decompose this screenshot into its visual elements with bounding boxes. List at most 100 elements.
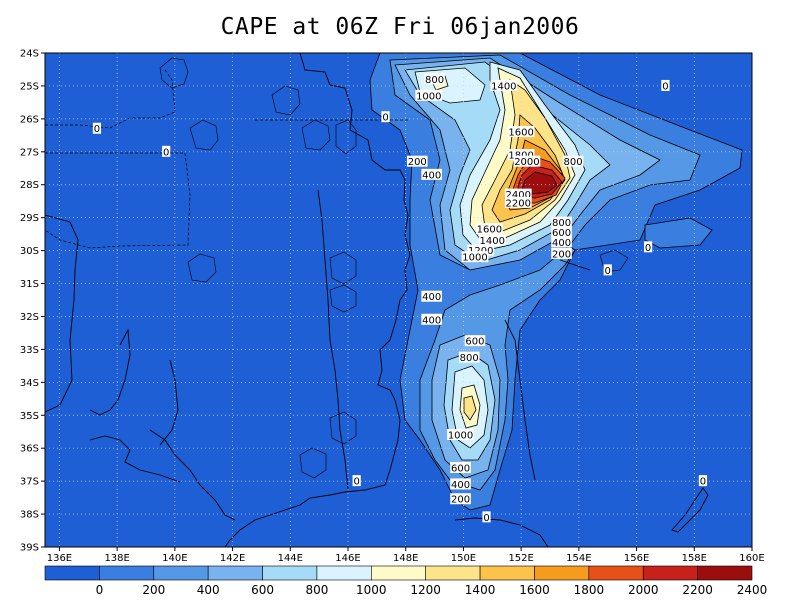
colorbar-label: 2200 bbox=[682, 583, 713, 597]
dashed-zero-contours bbox=[45, 69, 410, 249]
colorbar-label: 400 bbox=[197, 583, 220, 597]
lon-tick-label: 150E bbox=[451, 553, 476, 564]
contour-label-bg bbox=[507, 149, 535, 161]
contour-label-bg bbox=[644, 241, 653, 253]
colorbar-swatch bbox=[316, 565, 372, 581]
contour-label-bg bbox=[551, 236, 572, 248]
contour-label: 400 bbox=[552, 238, 571, 249]
lon-tick-label: 140E bbox=[162, 553, 187, 564]
contour-label-bg bbox=[504, 196, 532, 208]
lat-tick-label: 24S bbox=[20, 49, 39, 60]
contour-label: 400 bbox=[451, 480, 470, 491]
coastline-nz-island bbox=[671, 487, 709, 533]
contour-label: 400 bbox=[422, 170, 441, 181]
lat-tick-label: 36S bbox=[20, 444, 39, 455]
lat-tick-label: 33S bbox=[20, 345, 39, 356]
contour-label-bg bbox=[415, 89, 443, 101]
blob bbox=[329, 284, 357, 313]
contour-label-bg bbox=[461, 251, 489, 263]
contour-label: 800 bbox=[425, 75, 444, 86]
lat-tick-label: 35S bbox=[20, 411, 39, 422]
lat-tick-label: 25S bbox=[20, 81, 39, 92]
contour-line-east-spur bbox=[559, 259, 591, 271]
colorbar-label: 800 bbox=[305, 583, 328, 597]
coastline-tasmania bbox=[454, 517, 549, 547]
contour-label: 0 bbox=[382, 113, 388, 124]
colorbar-label: 1600 bbox=[519, 583, 550, 597]
lon-tick-label: 136E bbox=[47, 553, 72, 564]
blob bbox=[159, 57, 189, 89]
colorbar-swatch bbox=[371, 565, 426, 581]
colorbar-swatch bbox=[153, 565, 209, 581]
dashed-contour bbox=[45, 69, 176, 129]
contour-label: 1000 bbox=[416, 91, 441, 102]
coastlines bbox=[45, 53, 709, 547]
colorbar-label: 1800 bbox=[574, 583, 605, 597]
latitude-axis: 24S 25S 26S 27S 28S 29S 30S 31S 32S 33S 34S 35S 36S 3… bbox=[20, 49, 45, 554]
contour-label-bg bbox=[162, 145, 171, 157]
contour-label: 1400 bbox=[491, 81, 516, 92]
colorbar-swatch bbox=[479, 565, 535, 581]
contour-label: 0 bbox=[700, 477, 706, 488]
coastline-gulf bbox=[45, 214, 79, 413]
colorbar-swatch bbox=[99, 565, 155, 581]
contour-label: 0 bbox=[353, 477, 359, 488]
lat-tick-label: 31S bbox=[20, 279, 39, 290]
contour-label: 0 bbox=[662, 81, 668, 92]
contour-label-bg bbox=[450, 493, 471, 505]
coastline-internal bbox=[317, 189, 349, 491]
contour-label: 200 bbox=[408, 157, 427, 168]
contour-label: 1600 bbox=[508, 128, 533, 139]
lon-tick-label: 158E bbox=[682, 553, 707, 564]
contour-label-bg bbox=[562, 155, 584, 167]
lon-tick-label: 144E bbox=[278, 553, 303, 564]
colorbar-swatch bbox=[588, 565, 644, 581]
contour-label: 200 bbox=[552, 249, 571, 260]
contour-label: 2000 bbox=[514, 157, 539, 168]
blob bbox=[299, 447, 327, 479]
contour-label: 200 bbox=[451, 495, 470, 506]
contour-label-bg bbox=[92, 122, 102, 134]
contour-label-bg bbox=[458, 351, 480, 363]
colorbar: 0 200 400 600 800 1000 1200 1400 1600 1800 2000 220… bbox=[44, 565, 768, 597]
lat-tick-label: 26S bbox=[20, 114, 39, 125]
map-frame bbox=[44, 52, 753, 548]
colorbar-label: 0 bbox=[96, 583, 104, 597]
contour-label-bg bbox=[551, 247, 572, 259]
lat-tick-label: 27S bbox=[20, 147, 39, 158]
map-plot-area: 8001000140016001800200024002200200400800… bbox=[45, 53, 752, 547]
map-title: CAPE at 06Z Fri 06jan2006 bbox=[220, 14, 580, 40]
lon-tick-label: 154E bbox=[566, 553, 591, 564]
contour-label: 0 bbox=[645, 243, 651, 254]
lon-tick-label: 160E bbox=[739, 553, 764, 564]
contour-label-bg bbox=[476, 223, 503, 235]
contour-label-bg bbox=[421, 290, 442, 302]
colorbar-label: 1000 bbox=[356, 583, 387, 597]
lat-tick-label: 28S bbox=[20, 180, 39, 191]
contour-label-bg bbox=[698, 475, 708, 487]
lat-tick-label: 39S bbox=[20, 543, 39, 554]
colorbar-label: 2000 bbox=[628, 583, 659, 597]
colorbar-swatch bbox=[534, 565, 590, 581]
coastline-spencer bbox=[89, 328, 131, 416]
lat-tick-label: 37S bbox=[20, 477, 39, 488]
colorbar-label: 1400 bbox=[465, 583, 496, 597]
lat-tick-label: 30S bbox=[20, 246, 39, 257]
contour-label: 2200 bbox=[506, 198, 531, 209]
longitude-axis: 136E 138E 140E 142E 144E 146E 148E 150E 152E 154E… bbox=[47, 547, 765, 564]
contour-label: 0 bbox=[94, 124, 100, 135]
contour-line-tail bbox=[504, 319, 536, 481]
colorbar-swatch bbox=[262, 565, 318, 581]
colorbar-swatch bbox=[697, 565, 753, 581]
contour-label: 0 bbox=[605, 266, 611, 277]
contour-label: 0 bbox=[163, 147, 169, 158]
blob bbox=[189, 119, 219, 151]
contour-label: 1600 bbox=[477, 225, 502, 236]
contour-label-bg bbox=[352, 475, 361, 487]
contour-label-bg bbox=[381, 111, 390, 123]
colorbar-label: 2400 bbox=[737, 583, 768, 597]
colorbar-swatch bbox=[425, 565, 481, 581]
colorbar-swatch bbox=[44, 565, 100, 581]
cape-filled-contours bbox=[369, 53, 743, 511]
